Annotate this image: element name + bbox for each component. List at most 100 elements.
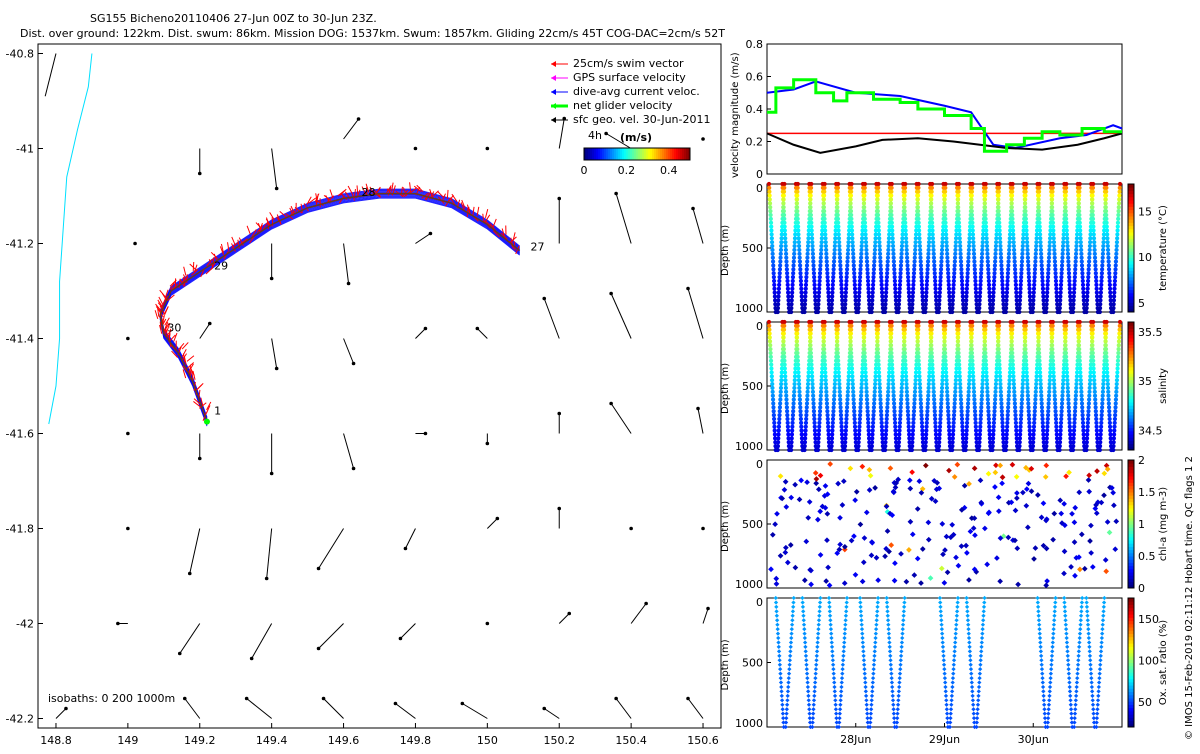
- temperature-point: [773, 291, 777, 295]
- temperature-point: [923, 306, 927, 310]
- salinity-point: [1034, 382, 1038, 386]
- salinity-point: [1041, 425, 1045, 429]
- salinity-point: [846, 378, 850, 382]
- temperature-point: [1098, 310, 1102, 314]
- salinity-point: [1071, 448, 1075, 452]
- temperature-point: [902, 194, 906, 198]
- temperature-point: [776, 310, 780, 314]
- salinity-point: [928, 320, 932, 324]
- salinity-point: [966, 394, 970, 398]
- salinity-point: [956, 347, 960, 351]
- salinity-point: [924, 429, 928, 433]
- salinity-point: [1048, 374, 1052, 378]
- legend-label: net glider velocity: [573, 99, 673, 112]
- salinity-point: [1087, 390, 1091, 394]
- temperature-point: [795, 213, 799, 217]
- salinity-point: [819, 397, 823, 401]
- geo-vector-head: [701, 527, 705, 531]
- temperature-point: [1005, 279, 1009, 283]
- salinity-point: [835, 339, 839, 343]
- temperature-point: [984, 221, 988, 225]
- salinity-point: [850, 374, 854, 378]
- temperature-point: [1013, 267, 1017, 271]
- salinity-point: [820, 378, 824, 382]
- temperature-point: [974, 291, 978, 295]
- temperature-point: [1054, 287, 1058, 291]
- temperature-point: [784, 244, 788, 248]
- salinity-point: [873, 386, 877, 390]
- temperature-point: [993, 267, 997, 271]
- salinity-point: [860, 378, 864, 382]
- temperature-point: [930, 221, 934, 225]
- temperature-point: [799, 279, 803, 283]
- swim-vector: [357, 185, 358, 194]
- salinity-point: [776, 448, 780, 452]
- salinity-point: [834, 328, 838, 332]
- temperature-point: [1063, 201, 1067, 205]
- salinity-point: [1064, 359, 1068, 363]
- salinity-point: [992, 425, 996, 429]
- temperature-point: [1080, 263, 1084, 267]
- temperature-point: [1072, 283, 1076, 287]
- temperature-point: [914, 236, 918, 240]
- salinity-point: [1026, 394, 1030, 398]
- temperature-point: [776, 294, 780, 298]
- temperature-point: [820, 236, 824, 240]
- temperature-point: [953, 259, 957, 263]
- salinity-point: [942, 339, 946, 343]
- temperature-point: [849, 213, 853, 217]
- salinity-point: [1103, 324, 1107, 328]
- temperature-point: [1012, 248, 1016, 252]
- salinity-point: [782, 359, 786, 363]
- temperature-point: [964, 302, 968, 306]
- salinity-point: [1011, 374, 1015, 378]
- salinity-point: [929, 343, 933, 347]
- salinity-point: [844, 421, 848, 425]
- salinity-point: [857, 425, 861, 429]
- salinity-point: [1013, 413, 1017, 417]
- credit-text: © IMOS 15-Feb-2019 02:11:12 Hobart time.…: [1184, 456, 1195, 740]
- temperature-point: [884, 294, 888, 298]
- temperature-point: [1045, 298, 1049, 302]
- salinity-point: [1093, 390, 1097, 394]
- salinity-point: [954, 374, 958, 378]
- salinity-point: [1005, 425, 1009, 429]
- salinity-point: [865, 394, 869, 398]
- salinity-point: [1024, 355, 1028, 359]
- salinity-point: [1115, 366, 1119, 370]
- temperature-point: [1005, 294, 1009, 298]
- salinity-point: [990, 448, 994, 452]
- geo-vector-head: [496, 517, 500, 521]
- temperature-point: [969, 201, 973, 205]
- salinity-point: [1116, 355, 1120, 359]
- temperature-point: [812, 271, 816, 275]
- salinity-point: [877, 366, 881, 370]
- salinity-point: [861, 324, 865, 328]
- temperature-point: [837, 248, 841, 252]
- salinity-point: [781, 328, 785, 332]
- temperature-point: [1007, 240, 1011, 244]
- temperature-point: [983, 205, 987, 209]
- salinity-point: [899, 397, 903, 401]
- salinity-point: [1065, 378, 1069, 382]
- temperature-point: [1071, 310, 1075, 314]
- salinity-point: [1022, 320, 1026, 324]
- salinity-point: [1036, 324, 1040, 328]
- temperature-point: [965, 275, 969, 279]
- salinity-point: [969, 335, 973, 339]
- temperature-point: [992, 283, 996, 287]
- salinity-point: [952, 413, 956, 417]
- temperature-point: [1045, 283, 1049, 287]
- temperature-point: [797, 252, 801, 256]
- salinity-point: [912, 405, 916, 409]
- salinity-point: [947, 421, 951, 425]
- salinity-point: [964, 448, 968, 452]
- salinity-point: [838, 390, 842, 394]
- salinity-point: [916, 355, 920, 359]
- temperature-point: [964, 310, 968, 314]
- temperature-point: [1074, 244, 1078, 248]
- geo-vector-head: [557, 507, 561, 511]
- temperature-point: [848, 201, 852, 205]
- salinity-point: [770, 374, 774, 378]
- temperature-point: [859, 259, 863, 263]
